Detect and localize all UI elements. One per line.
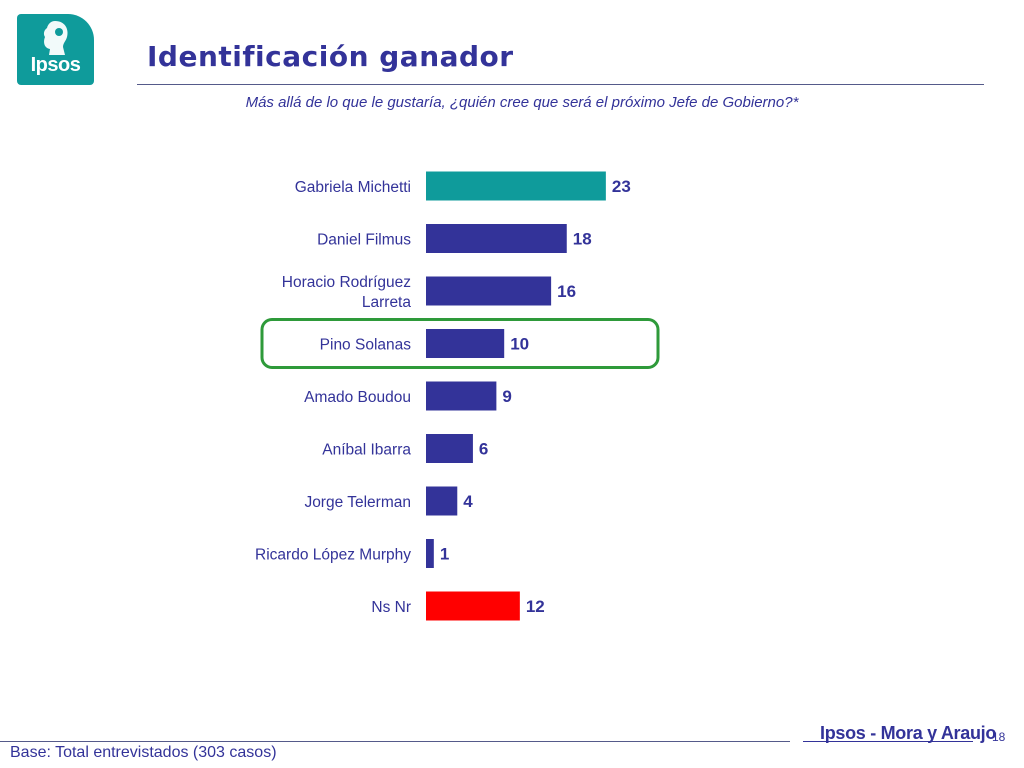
category-label-daniel-filmus: Daniel Filmus	[317, 232, 411, 249]
value-label-anibal-ibarra: 6	[479, 440, 488, 459]
value-label-jorge-telerman: 4	[463, 492, 473, 511]
value-label-ricardo-lopez-murphy: 1	[440, 545, 449, 564]
bar-ricardo-lopez-murphy	[426, 539, 434, 568]
bar-jorge-telerman	[426, 486, 458, 516]
bar-daniel-filmus	[426, 224, 567, 253]
footer-divider	[0, 741, 790, 742]
bar-gabriela-michetti	[426, 171, 606, 201]
value-label-pino-solanas: 10	[510, 335, 529, 354]
category-label-jorge-telerman: Jorge Telerman	[304, 494, 411, 511]
profile-figure-icon	[43, 21, 68, 55]
bar-ns-nr	[426, 591, 520, 621]
category-label-gabriela-michetti: Gabriela Michetti	[295, 179, 411, 196]
bar-pino-solanas	[426, 329, 505, 358]
bar-anibal-ibarra	[426, 434, 473, 463]
value-label-ns-nr: 12	[526, 597, 545, 616]
page-title: Identificación ganador	[147, 40, 514, 73]
category-label-ns-nr: Ns Nr	[371, 599, 411, 616]
category-label-pino-solanas: Pino Solanas	[320, 337, 412, 354]
highlight-frame	[260, 318, 660, 369]
value-label-gabriela-michetti: 23	[612, 177, 631, 196]
category-label-anibal-ibarra: Aníbal Ibarra	[322, 442, 411, 459]
category-label-amado-boudou: Amado Boudou	[304, 389, 411, 406]
value-label-daniel-filmus: 18	[573, 230, 592, 249]
title-divider	[137, 84, 984, 85]
ipsos-logo: Ipsos	[17, 14, 94, 85]
value-label-horacio-rodriguez-larreta: 16	[557, 282, 576, 301]
bar-amado-boudou	[426, 381, 497, 411]
brand-underline	[803, 741, 973, 742]
page-number: 18	[992, 730, 1006, 744]
chart-question: Más allá de lo que le gustaría, ¿quién c…	[245, 94, 799, 111]
category-label-ricardo-lopez-murphy: Ricardo López Murphy	[255, 547, 411, 564]
base-footnote: Base: Total entrevistados (303 casos)	[10, 744, 277, 761]
category-label-horacio-rodriguez-larreta: Horacio Rodríguez Larreta	[282, 274, 412, 311]
value-label-amado-boudou: 9	[502, 387, 511, 406]
brand-signature: Ipsos - Mora y Araujo	[820, 723, 997, 743]
bar-horacio-rodriguez-larreta	[426, 276, 552, 306]
logo-label: Ipsos	[30, 54, 81, 76]
